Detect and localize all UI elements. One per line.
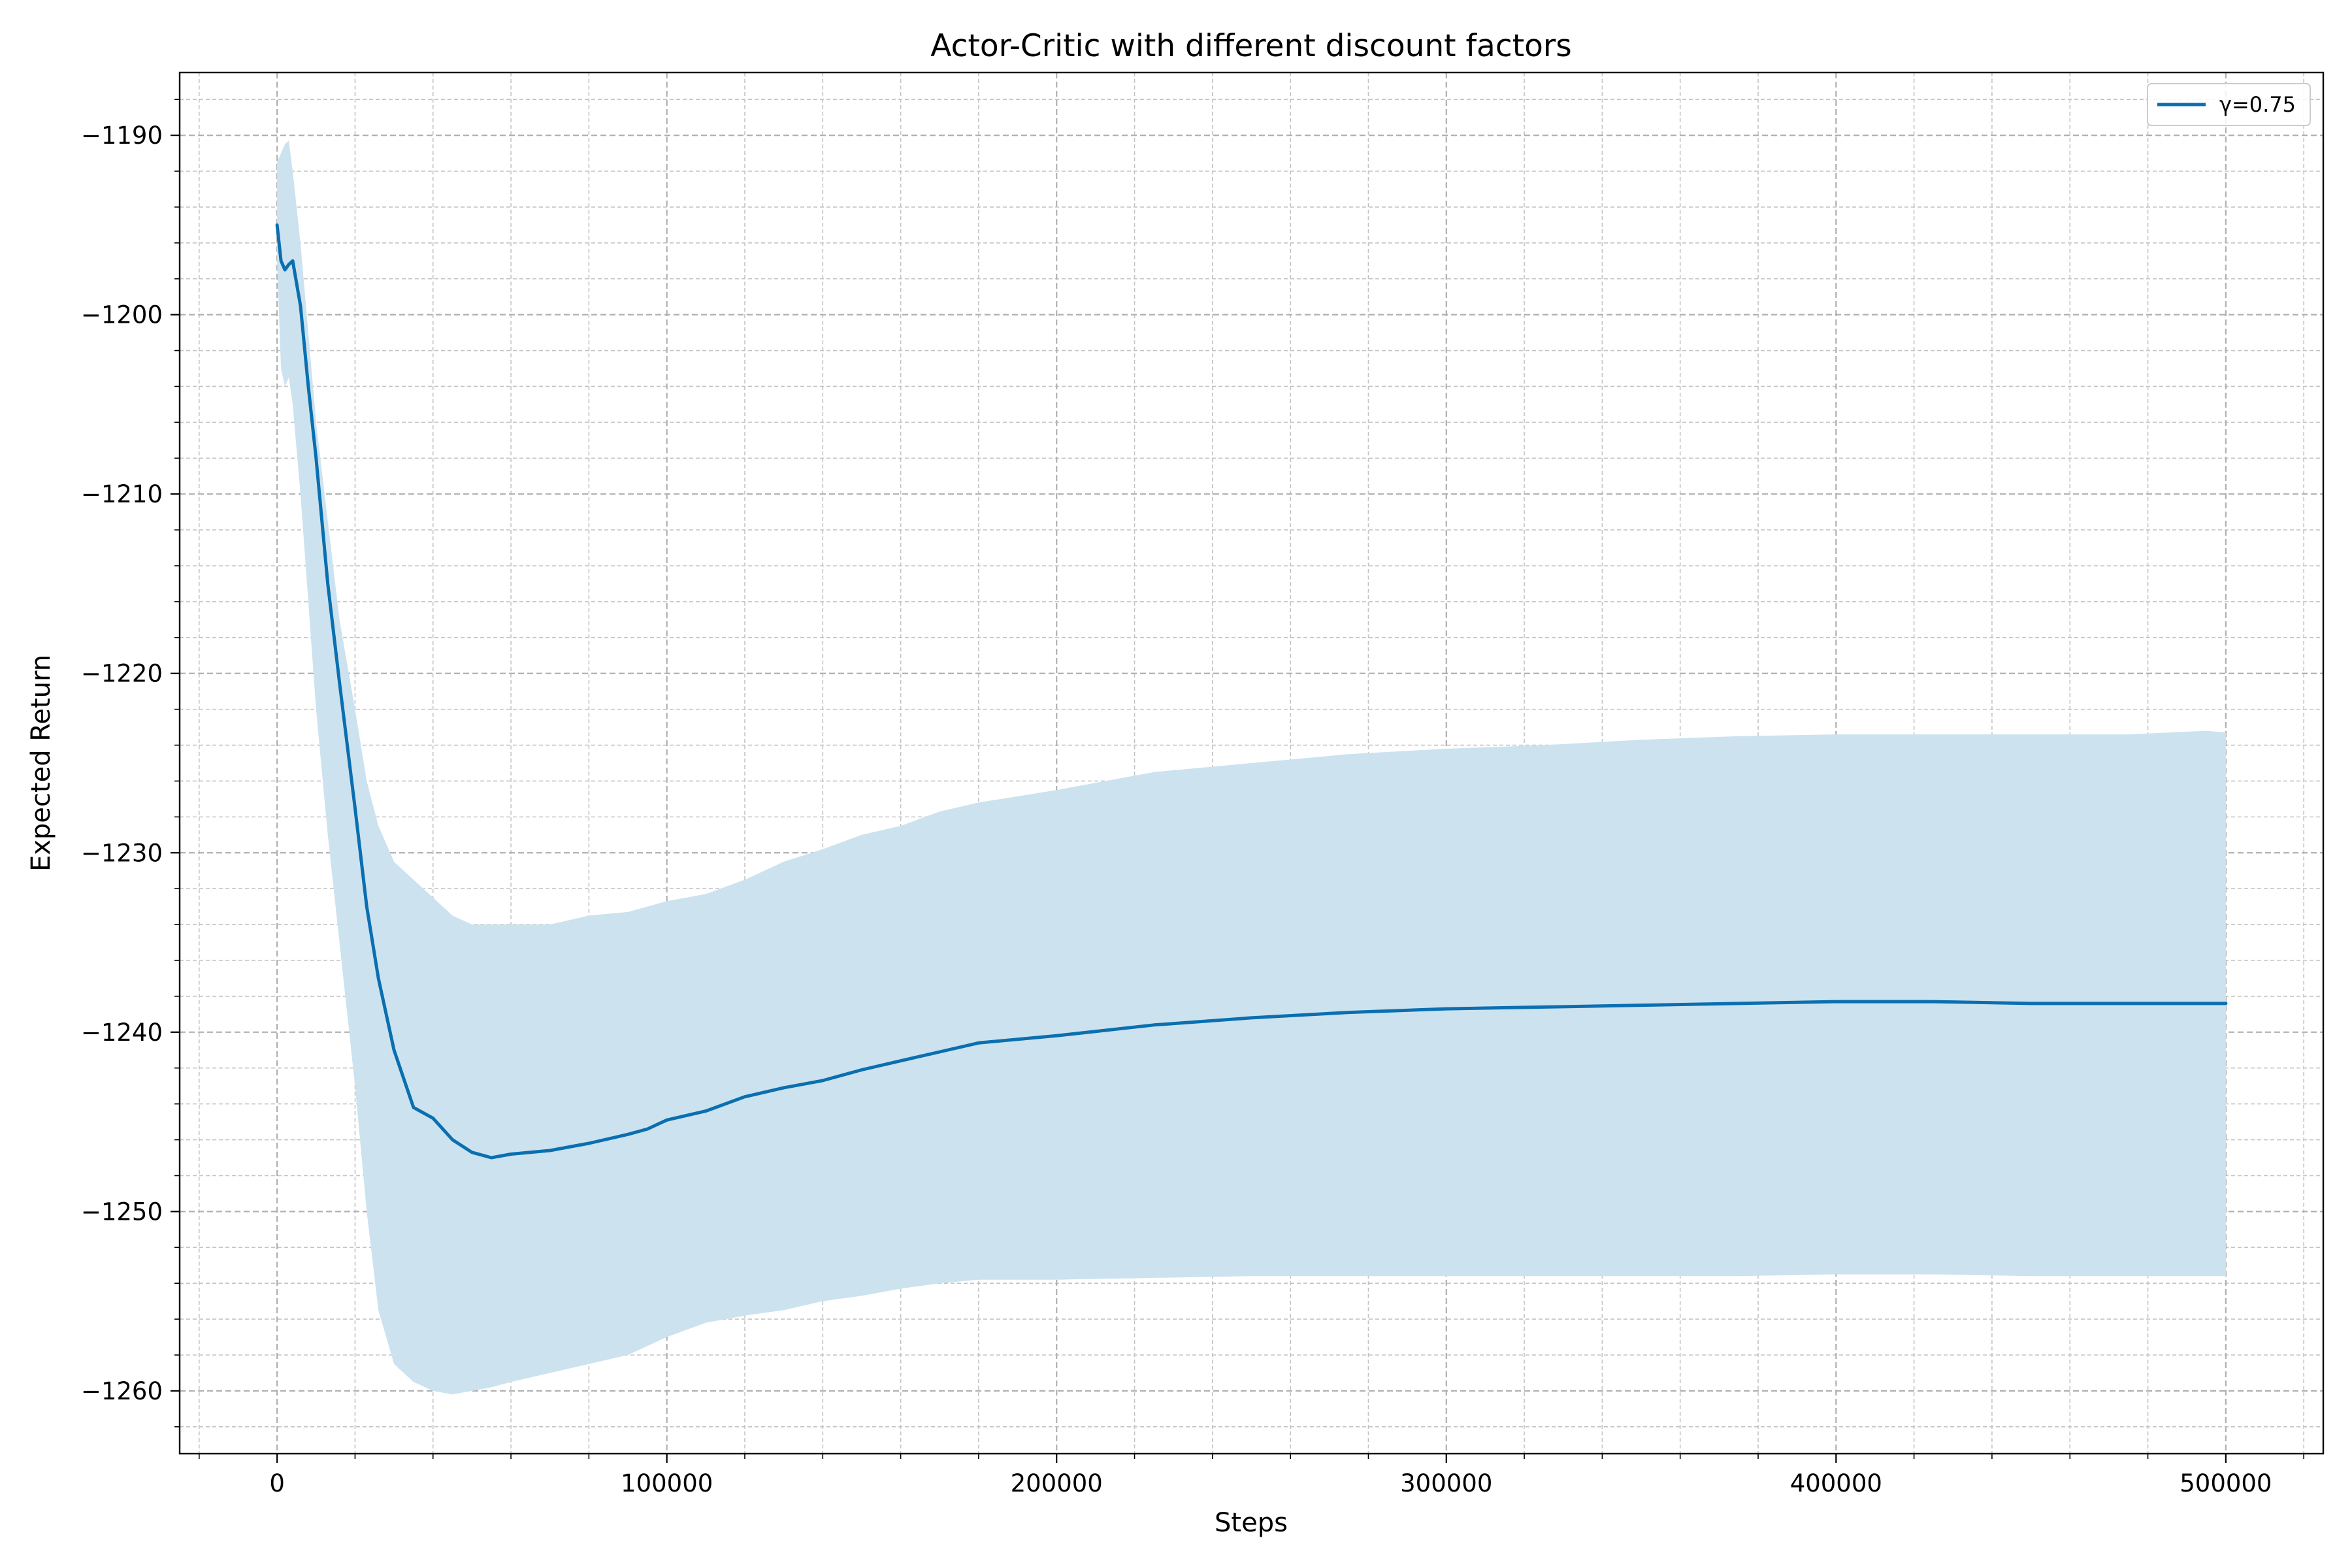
plot-frame bbox=[178, 71, 2325, 1455]
y-tick-label: −1200 bbox=[81, 301, 163, 329]
series-mean-line bbox=[275, 223, 2228, 1160]
series-layer bbox=[275, 140, 2228, 1395]
y-axis-title: Expected Return bbox=[26, 655, 56, 872]
y-tick-label: −1230 bbox=[81, 839, 163, 867]
y-tick-label: −1240 bbox=[81, 1019, 163, 1047]
y-tick-label: −1250 bbox=[81, 1198, 163, 1226]
x-tick-label: 200000 bbox=[1011, 1469, 1103, 1497]
x-tick-label: 0 bbox=[269, 1469, 285, 1497]
x-tick-label: 100000 bbox=[621, 1469, 713, 1497]
x-axis-title: Steps bbox=[1215, 1508, 1288, 1538]
series-confidence-band bbox=[277, 140, 2226, 1395]
axis-ticks bbox=[171, 99, 2304, 1463]
tick-labels: 0 100000 200000 300000 400000 500000 −1260 −125… bbox=[81, 122, 2272, 1497]
legend: γ=0.75 bbox=[2147, 83, 2311, 126]
legend-label: γ=0.75 bbox=[2219, 92, 2296, 117]
x-tick-label: 500000 bbox=[2180, 1469, 2272, 1497]
y-tick-label: −1190 bbox=[81, 122, 163, 150]
x-tick-label: 400000 bbox=[1790, 1469, 1882, 1497]
legend-box bbox=[2147, 83, 2311, 126]
x-tick-label: 300000 bbox=[1400, 1469, 1492, 1497]
y-tick-label: −1210 bbox=[81, 480, 163, 508]
y-tick-label: −1220 bbox=[81, 660, 163, 688]
chart-title: Actor-Critic with different discount fac… bbox=[930, 28, 1571, 64]
y-tick-label: −1260 bbox=[81, 1377, 163, 1405]
